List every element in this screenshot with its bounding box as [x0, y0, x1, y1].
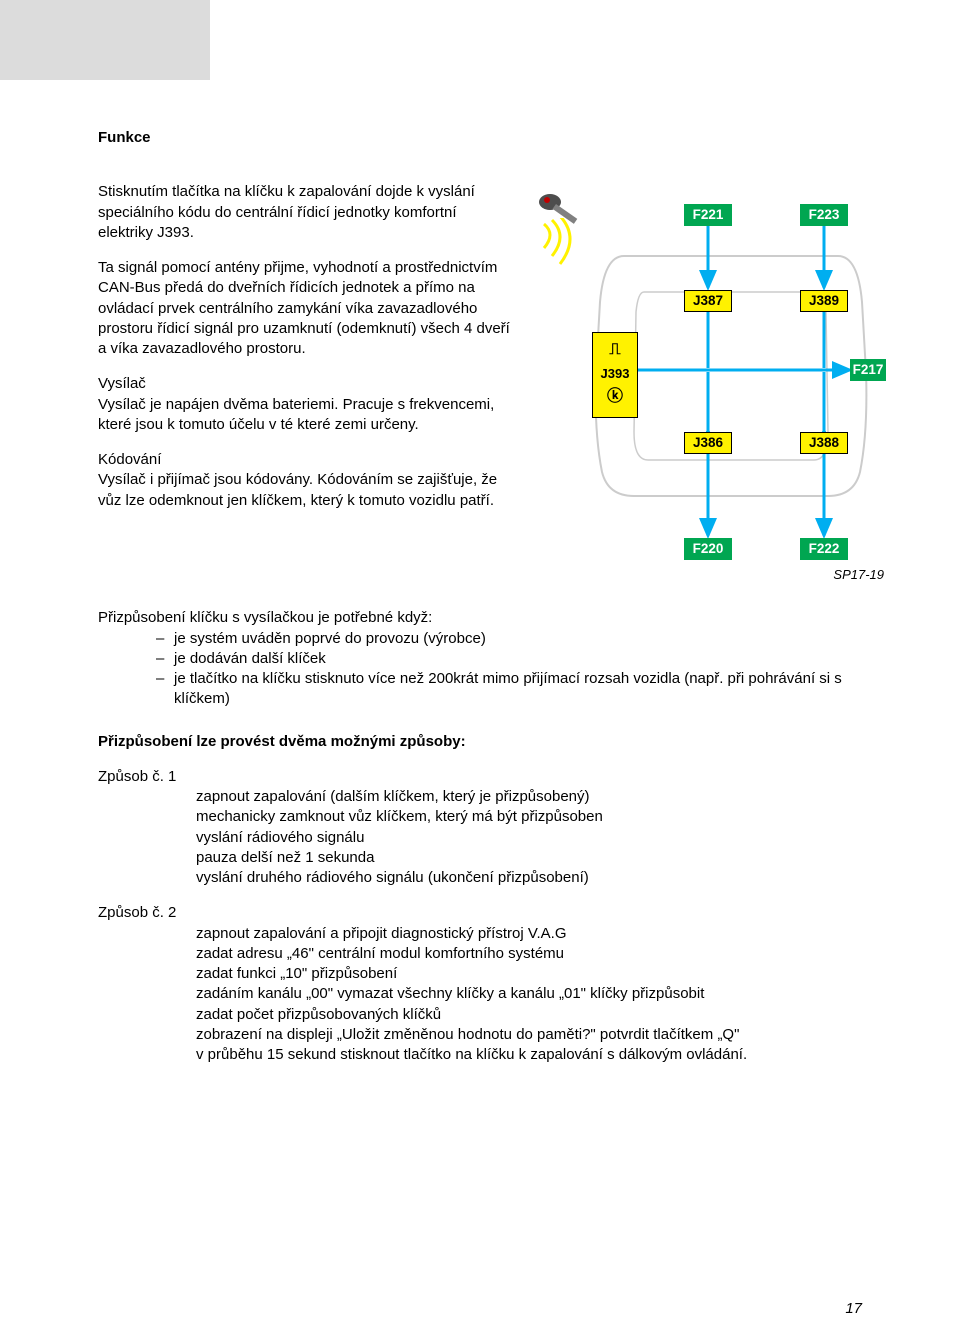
text-column: Stisknutím tlačítka na klíčku k zapalová… [98, 182, 510, 602]
method1-head: Způsob č. 1 [98, 767, 878, 787]
step: mechanicky zamknout vůz klíčkem, který m… [196, 807, 878, 827]
node-f217: F217 [850, 359, 886, 381]
page-content: Funkce Stisknutím tlačítka na klíčku k z… [98, 128, 878, 1065]
node-j389: J389 [800, 290, 848, 312]
kodovani-head: Kódování [98, 450, 510, 470]
header-gray-bar [0, 0, 210, 80]
vysilac-head: Vysílač [98, 374, 510, 394]
methods-head: Přizpůsobení lze provést dvěma možnými z… [98, 732, 878, 752]
vysilac-text: Vysílač je napájen dvěma bateriemi. Prac… [98, 395, 510, 436]
step: zapnout zapalování (dalším klíčkem, kter… [196, 787, 878, 807]
prizpusobeni-intro: Přizpůsobení klíčku s vysílačkou je potř… [98, 608, 878, 628]
diagram-caption: SP17-19 [833, 566, 884, 584]
page-number: 17 [845, 1300, 862, 1317]
method1-steps: zapnout zapalování (dalším klíčkem, kter… [98, 787, 878, 888]
step: vyslání rádiového signálu [196, 828, 878, 848]
node-f220: F220 [684, 538, 732, 560]
method2-head: Způsob č. 2 [98, 903, 878, 923]
node-j388: J388 [800, 432, 848, 454]
step: zadáním kanálu „00" vymazat všechny klíč… [196, 984, 878, 1004]
diagram: F221 F223 J387 J389 ⎍ J393 ⓚ F217 J386 J… [534, 182, 878, 602]
para-2: Ta signál pomocí antény přijme, vyhodnot… [98, 258, 510, 359]
step: pauza delší než 1 sekunda [196, 848, 878, 868]
kodovani-text: Vysílač i přijímač jsou kódovány. Kódová… [98, 470, 510, 511]
step: vyslání druhého rádiového signálu (ukonč… [196, 868, 878, 888]
step: v průběhu 15 sekund stisknout tlačítko n… [196, 1045, 878, 1065]
step: zapnout zapalování a připojit diagnostic… [196, 924, 878, 944]
node-j393: ⎍ J393 ⓚ [592, 332, 638, 418]
list-item: je tlačítko na klíčku stisknuto více než… [156, 669, 878, 710]
page-title: Funkce [98, 128, 878, 148]
node-j387: J387 [684, 290, 732, 312]
node-f222: F222 [800, 538, 848, 560]
step: zobrazení na displeji „Uložit změněnou h… [196, 1025, 878, 1045]
prizpusobeni-list: je systém uváděn poprvé do provozu (výro… [98, 629, 878, 710]
step: zadat počet přizpůsobovaných klíčků [196, 1005, 878, 1025]
diagram-column: F221 F223 J387 J389 ⎍ J393 ⓚ F217 J386 J… [534, 182, 878, 602]
node-f221: F221 [684, 204, 732, 226]
node-f223: F223 [800, 204, 848, 226]
intro-para: Stisknutím tlačítka na klíčku k zapalová… [98, 182, 510, 243]
step: zadat adresu „46" centrální modul komfor… [196, 944, 878, 964]
step: zadat funkci „10" přizpůsobení [196, 964, 878, 984]
method2-steps: zapnout zapalování a připojit diagnostic… [98, 924, 878, 1066]
list-item: je systém uváděn poprvé do provozu (výro… [156, 629, 878, 649]
node-j386: J386 [684, 432, 732, 454]
list-item: je dodáván další klíček [156, 649, 878, 669]
